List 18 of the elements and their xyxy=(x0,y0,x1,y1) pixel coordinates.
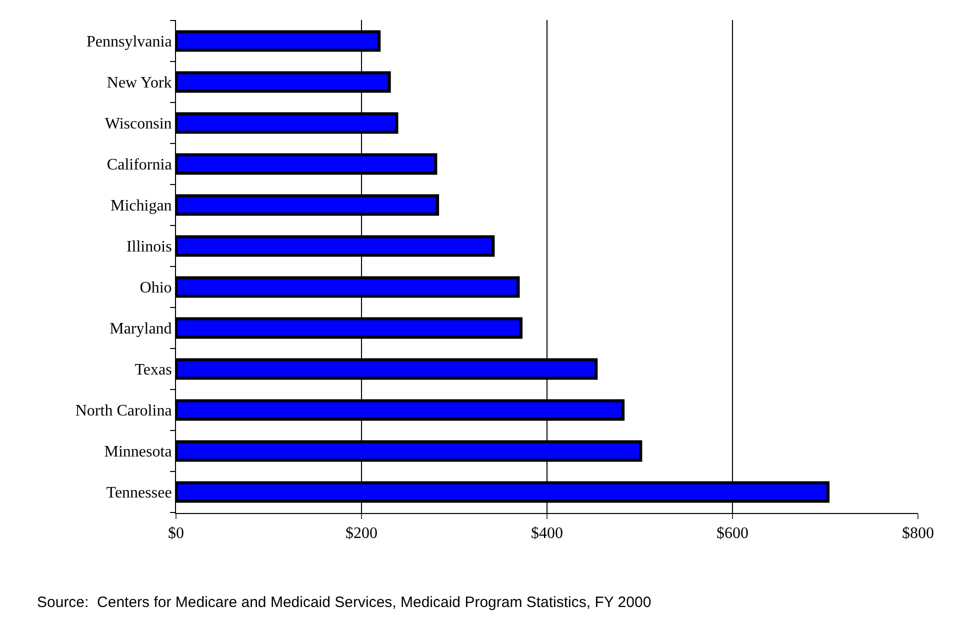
y-tick-label: Tennessee xyxy=(106,484,172,502)
x-tick-label: $200 xyxy=(346,525,378,542)
y-tick-label: New York xyxy=(106,74,172,92)
y-tick-label: Michigan xyxy=(110,198,172,215)
y-tick-label: Maryland xyxy=(110,320,172,338)
x-tick-label: $0 xyxy=(168,525,184,542)
x-tick-label: $400 xyxy=(531,525,563,542)
y-tick-label: Texas xyxy=(134,362,172,379)
y-tick-label: Ohio xyxy=(140,280,172,297)
y-tick-label: California xyxy=(106,156,172,174)
x-tick-label: $600 xyxy=(716,525,748,542)
x-tick-label: $800 xyxy=(902,525,934,542)
y-tick-label: Illinois xyxy=(126,238,172,256)
y-tick-label: Wisconsin xyxy=(104,116,172,133)
y-tick-label: Minnesota xyxy=(104,444,172,461)
source-note: Source: Centers for Medicare and Medicaid Services, Medicaid Program Statistics, FY 2000 xyxy=(37,594,652,611)
y-tick-label: Pennsylvania xyxy=(86,34,172,51)
y-tick-label: North Carolina xyxy=(75,402,172,420)
